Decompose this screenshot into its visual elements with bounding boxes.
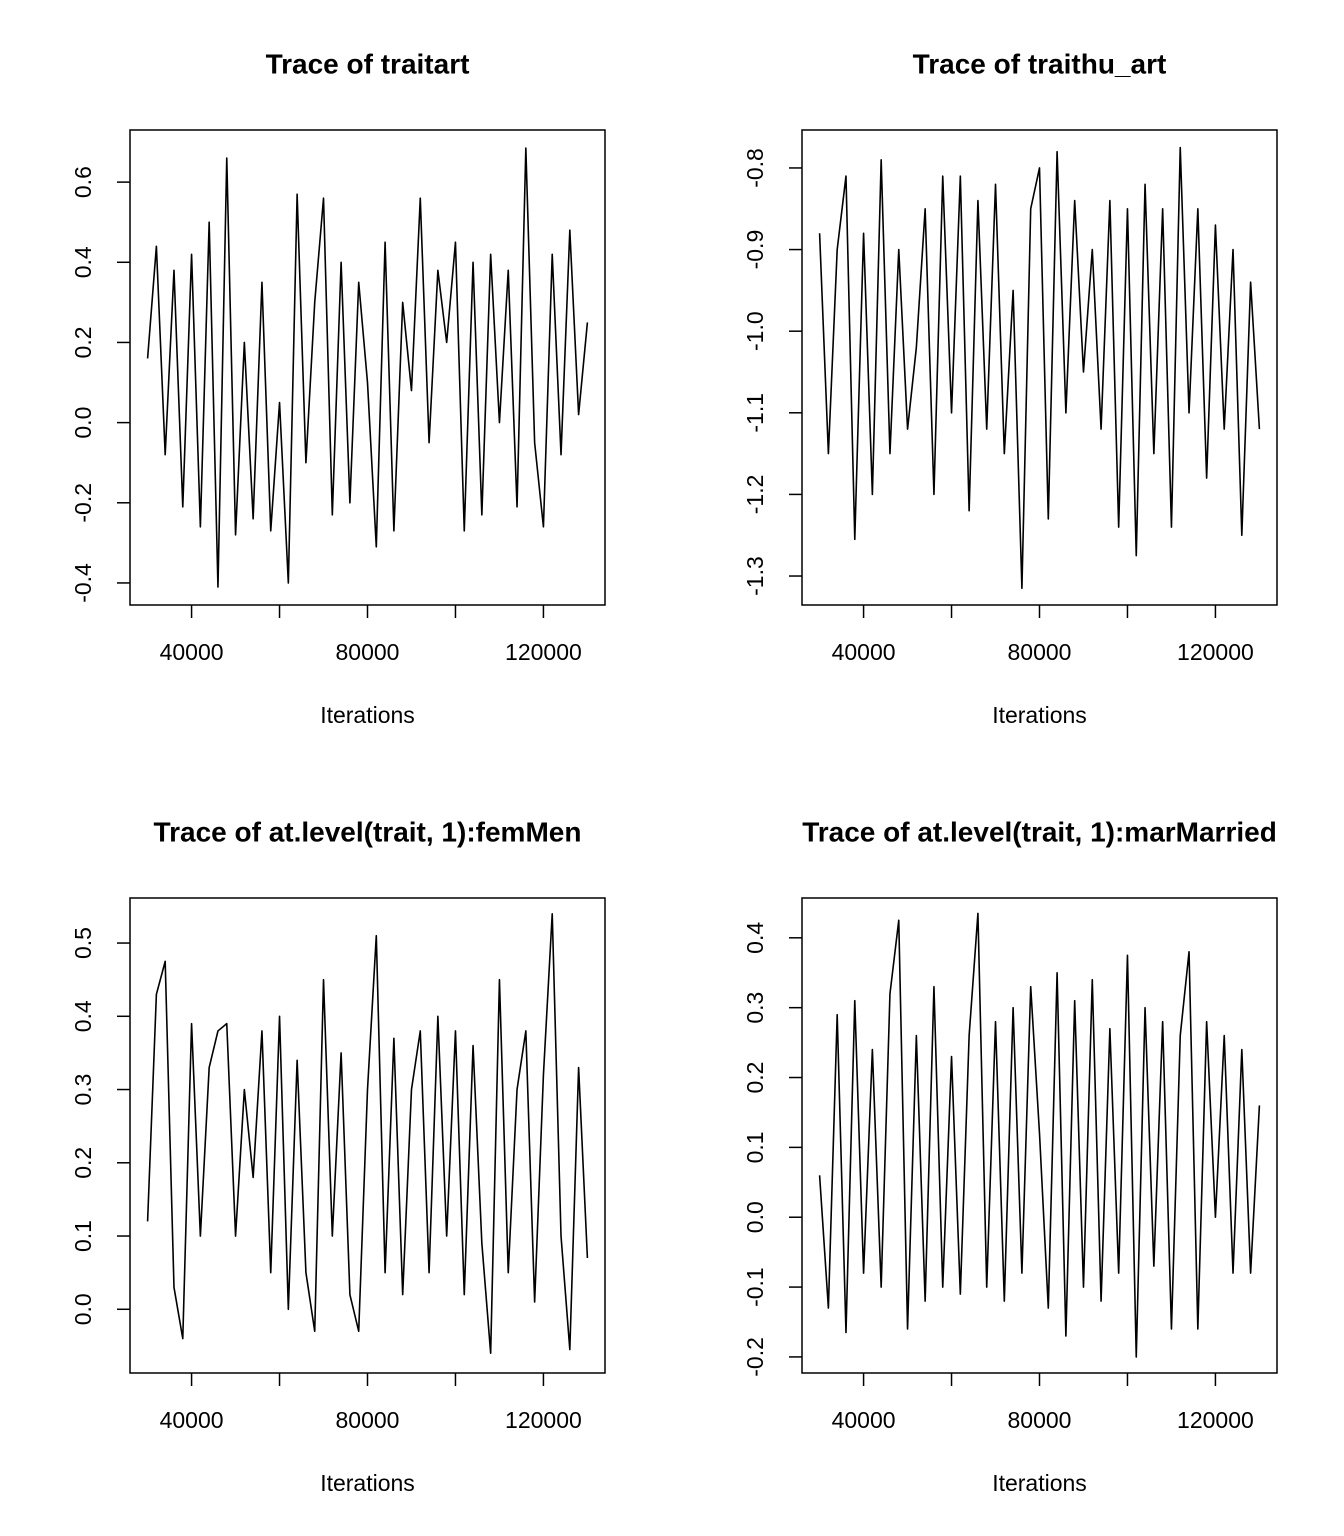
x-tick-label: 120000: [1177, 639, 1254, 665]
x-tick-label: 80000: [336, 639, 400, 665]
x-axis-label: Iterations: [320, 702, 415, 728]
y-tick-label: 0.1: [742, 1131, 768, 1163]
y-tick-label: 0.2: [70, 326, 96, 358]
y-tick-label: 0.0: [70, 407, 96, 439]
x-tick-label: 80000: [1008, 639, 1072, 665]
trace-line: [818, 912, 1261, 1358]
panel-title: Trace of at.level(trait, 1):femMen: [154, 816, 582, 847]
y-tick-label: -0.9: [742, 230, 768, 270]
y-tick-label: 0.3: [742, 992, 768, 1024]
x-tick-label: 80000: [1008, 1407, 1072, 1433]
y-tick-label: 0.4: [742, 922, 768, 954]
panel-title: Trace of at.level(trait, 1):marMarried: [802, 816, 1277, 847]
y-tick-label: -0.2: [742, 1337, 768, 1377]
plot-box: [129, 129, 606, 606]
y-tick-label: -0.2: [70, 483, 96, 523]
y-tick-label: -0.1: [742, 1267, 768, 1307]
trace-line: [818, 146, 1261, 590]
x-tick-label: 120000: [505, 1407, 582, 1433]
x-axis-label: Iterations: [992, 702, 1087, 728]
x-axis-label: Iterations: [992, 1470, 1087, 1496]
plot-box: [801, 129, 1278, 606]
x-tick-label: 120000: [505, 639, 582, 665]
y-tick-label: 0.6: [70, 166, 96, 198]
panel: Trace of at.level(trait, 1):marMarried It…: [742, 816, 1278, 1496]
trace-line: [146, 912, 589, 1355]
panel-title: Trace of traitart: [266, 48, 470, 79]
x-axis-label: Iterations: [320, 1470, 415, 1496]
y-tick-label: 0.2: [70, 1147, 96, 1179]
y-tick-label: -1.1: [742, 393, 768, 433]
y-tick-label: 0.3: [70, 1074, 96, 1106]
y-tick-label: -0.4: [70, 563, 96, 603]
y-tick-label: -1.0: [742, 311, 768, 351]
panel: Trace of at.level(trait, 1):femMen Iterat…: [70, 816, 606, 1496]
y-tick-label: 0.2: [742, 1062, 768, 1094]
y-tick-label: 0.4: [70, 246, 96, 278]
panel: Trace of traitart Iterations 40000 80000 120…: [70, 48, 606, 728]
y-tick-label: -1.3: [742, 556, 768, 596]
y-tick-label: -1.2: [742, 475, 768, 515]
x-tick-label: 40000: [832, 1407, 896, 1433]
y-tick-label: 0.0: [742, 1201, 768, 1233]
plot-box: [129, 897, 606, 1374]
y-tick-label: 0.1: [70, 1220, 96, 1252]
y-tick-label: -0.8: [742, 148, 768, 188]
x-tick-label: 120000: [1177, 1407, 1254, 1433]
trace-line: [146, 147, 589, 588]
y-tick-label: 0.0: [70, 1293, 96, 1325]
panel-title: Trace of traithu_art: [913, 48, 1167, 79]
panel: Trace of traithu_art Iterations 40000 80000…: [742, 48, 1278, 728]
y-tick-label: 0.5: [70, 927, 96, 959]
x-tick-label: 40000: [160, 1407, 224, 1433]
x-tick-label: 80000: [336, 1407, 400, 1433]
x-tick-label: 40000: [832, 639, 896, 665]
y-tick-label: 0.4: [70, 1000, 96, 1032]
x-tick-label: 40000: [160, 639, 224, 665]
